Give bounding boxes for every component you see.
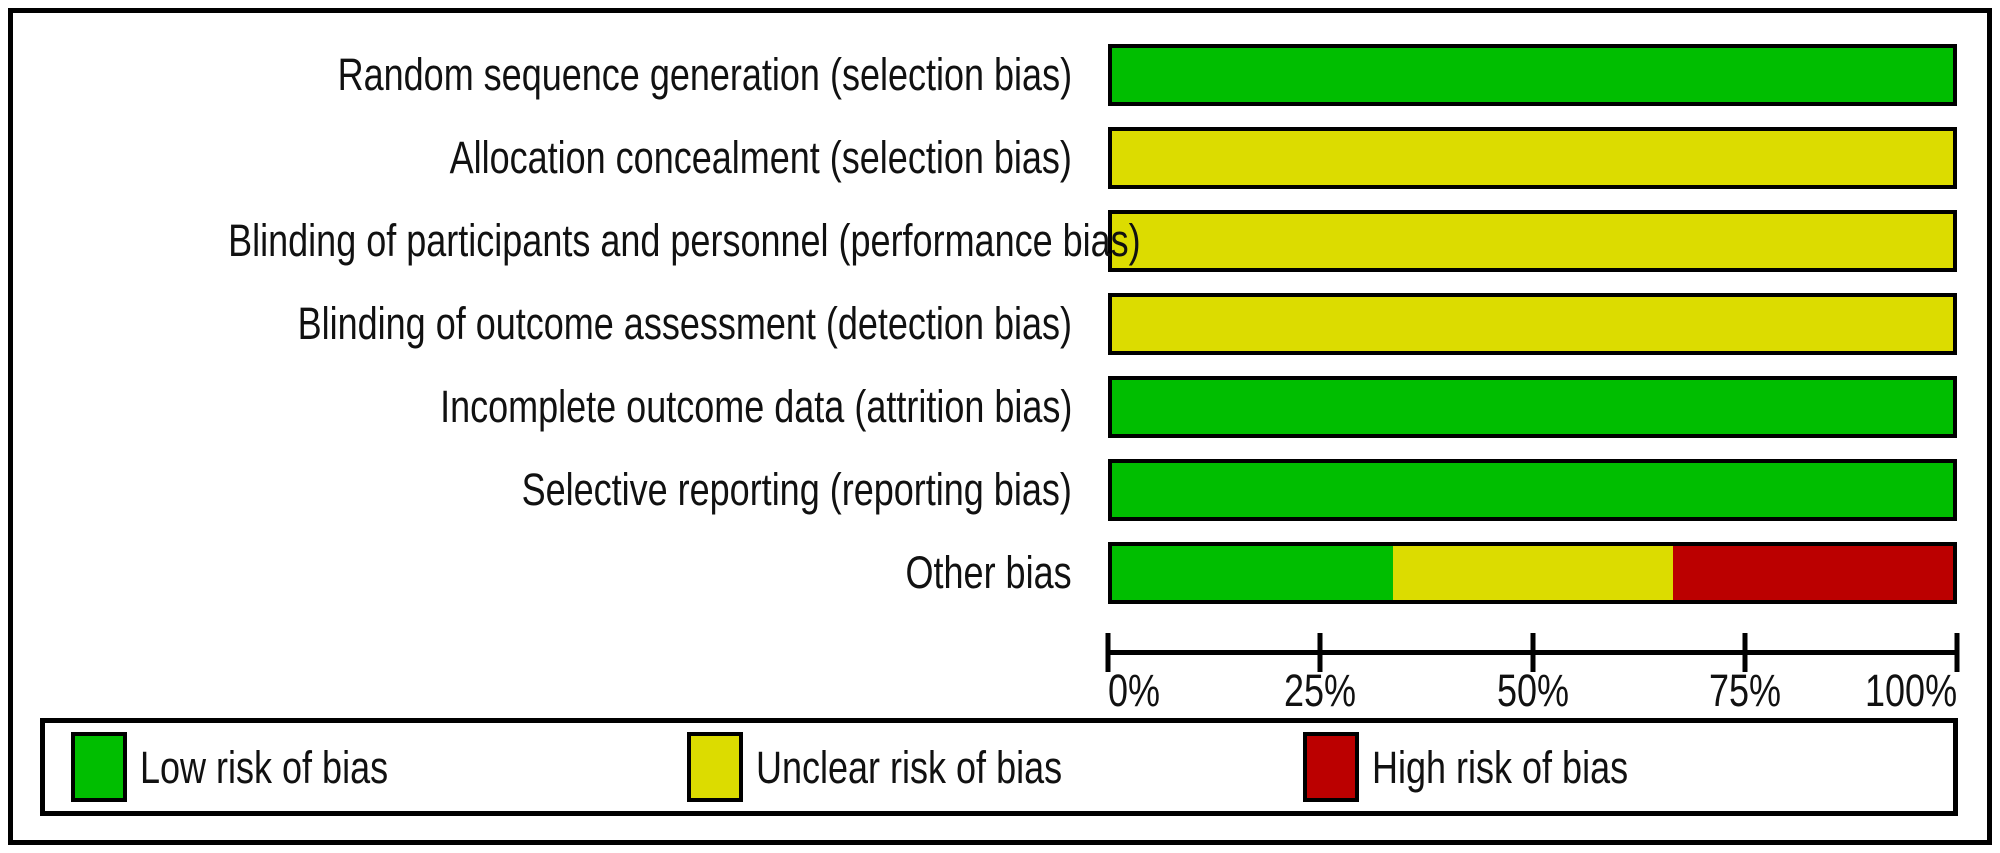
- chart-rows: Random sequence generation (selection bi…: [0, 33, 1957, 614]
- category-label-text: Blinding of participants and personnel (…: [228, 215, 1141, 266]
- stacked-bar: [1108, 292, 1957, 355]
- category-label-text: Other bias: [905, 547, 1072, 598]
- stacked-bar: [1108, 541, 1957, 604]
- legend: Low risk of bias Unclear risk of bias Hi…: [40, 718, 1958, 816]
- stacked-bar: [1108, 375, 1957, 438]
- category-label: Other bias: [0, 550, 1108, 595]
- category-label-text: Allocation concealment (selection bias): [449, 132, 1072, 183]
- bar-segment-unclear: [1112, 296, 1953, 351]
- x-tick-mark: [1105, 633, 1111, 672]
- x-tick-mark: [1954, 633, 1960, 672]
- x-tick-label: 0%: [1108, 668, 1173, 713]
- chart-row: Incomplete outcome data (attrition bias): [0, 365, 1957, 448]
- low-risk-swatch: [71, 732, 127, 802]
- bar-segment-unclear: [1112, 130, 1953, 185]
- bar-segment-unclear: [1392, 545, 1673, 600]
- category-label: Allocation concealment (selection bias): [0, 135, 1108, 180]
- x-tick-label: 25%: [1275, 668, 1365, 713]
- x-tick-label-text: 50%: [1496, 665, 1569, 716]
- bar-segment-low: [1112, 462, 1953, 517]
- bar-segment-high: [1672, 545, 1953, 600]
- legend-label: Unclear risk of bias: [756, 745, 1139, 790]
- chart-row: Selective reporting (reporting bias): [0, 448, 1957, 531]
- x-tick-mark: [1742, 633, 1748, 672]
- x-tick-label-text: 100%: [1864, 665, 1957, 716]
- legend-label-text: Low risk of bias: [140, 741, 389, 793]
- category-label: Random sequence generation (selection bi…: [0, 52, 1108, 97]
- bar-segment-low: [1112, 47, 1953, 102]
- x-tick-label: 100%: [1842, 668, 1957, 713]
- legend-label: High risk of bias: [1372, 745, 1692, 790]
- legend-label-text: Unclear risk of bias: [756, 741, 1063, 793]
- category-label: Blinding of participants and personnel (…: [0, 218, 1141, 263]
- chart-row: Random sequence generation (selection bi…: [0, 33, 1957, 116]
- stacked-bar: [1108, 458, 1957, 521]
- stacked-bar: [1108, 126, 1957, 189]
- x-tick-label: 50%: [1487, 668, 1577, 713]
- bar-segment-low: [1112, 379, 1953, 434]
- x-tick-mark: [1317, 633, 1323, 672]
- category-label-text: Selective reporting (reporting bias): [521, 464, 1072, 515]
- legend-label: Low risk of bias: [140, 745, 450, 790]
- x-axis: 0% 25% 50% 75% 100%: [1105, 614, 1960, 729]
- legend-label-text: High risk of bias: [1372, 741, 1629, 793]
- stacked-bar: [1108, 209, 1957, 272]
- x-tick-label-text: 75%: [1708, 665, 1781, 716]
- x-tick-label: 75%: [1700, 668, 1790, 713]
- category-label-text: Blinding of outcome assessment (detectio…: [297, 298, 1072, 349]
- stacked-bar: [1108, 43, 1957, 106]
- category-label: Blinding of outcome assessment (detectio…: [0, 301, 1108, 346]
- category-label: Selective reporting (reporting bias): [0, 467, 1108, 512]
- x-tick-label-text: 0%: [1108, 665, 1161, 716]
- x-tick-mark: [1530, 633, 1535, 672]
- category-label-text: Random sequence generation (selection bi…: [337, 49, 1072, 100]
- category-label-text: Incomplete outcome data (attrition bias): [439, 381, 1072, 432]
- unclear-risk-swatch: [687, 732, 743, 802]
- high-risk-swatch: [1303, 732, 1359, 802]
- chart-row: Blinding of outcome assessment (detectio…: [0, 282, 1957, 365]
- legend-entry-unclear-risk: Unclear risk of bias: [687, 723, 1139, 811]
- x-tick-label-text: 25%: [1284, 665, 1357, 716]
- bar-segment-low: [1112, 545, 1393, 600]
- category-label: Incomplete outcome data (attrition bias): [0, 384, 1108, 429]
- legend-entry-high-risk: High risk of bias: [1303, 723, 1692, 811]
- legend-entry-low-risk: Low risk of bias: [71, 723, 450, 811]
- chart-row: Allocation concealment (selection bias): [0, 116, 1957, 199]
- chart-row: Blinding of participants and personnel (…: [0, 199, 1957, 282]
- bar-segment-unclear: [1112, 213, 1953, 268]
- chart-row: Other bias: [0, 531, 1957, 614]
